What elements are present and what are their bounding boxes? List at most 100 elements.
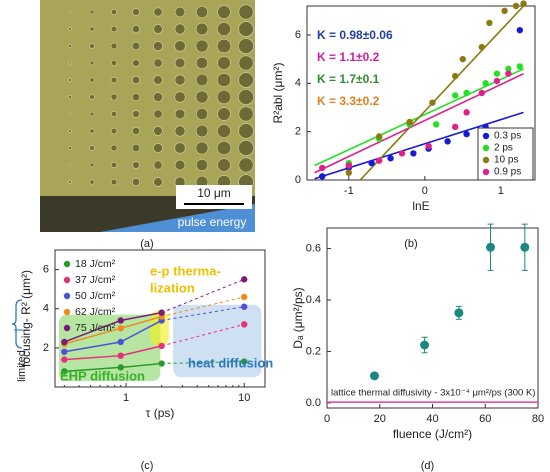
spot	[110, 25, 118, 33]
spot	[68, 112, 72, 116]
panel-label: (d)	[421, 460, 434, 472]
data-point	[512, 2, 520, 10]
spot	[174, 125, 186, 137]
line-segment	[161, 296, 245, 318]
line-segment	[161, 361, 245, 365]
spot	[153, 92, 163, 102]
data-point	[61, 338, 68, 346]
annotation: e-p therma-	[150, 263, 221, 278]
spot	[216, 140, 232, 156]
plot-frame	[326, 227, 539, 409]
data-point	[61, 356, 68, 363]
spot	[153, 126, 163, 136]
spot	[153, 109, 163, 119]
legend-label: 10 ps	[494, 155, 518, 166]
y-tick-label: 0.2	[306, 345, 321, 357]
panel-label: (b)	[404, 238, 417, 250]
spot	[131, 143, 141, 153]
data-point	[319, 173, 326, 180]
data-point	[410, 150, 417, 157]
data-point	[398, 150, 406, 157]
spot	[174, 159, 186, 171]
data-point	[520, 0, 527, 7]
spot	[131, 92, 141, 102]
spot	[89, 128, 95, 134]
spot	[132, 25, 140, 33]
spot	[89, 94, 95, 100]
spot	[196, 108, 209, 121]
line-segment	[120, 345, 162, 357]
y-axis-label: R²abl (μm²)	[271, 63, 285, 124]
spot	[195, 73, 209, 87]
data-point	[117, 325, 124, 332]
data-point	[61, 368, 68, 375]
spot	[132, 161, 140, 169]
spot	[174, 142, 186, 154]
data-point	[493, 77, 501, 85]
annotation: K = 0.98±0.06	[317, 28, 393, 42]
legend-marker	[63, 276, 71, 284]
spot	[111, 59, 118, 66]
legend-label: 75 J/cm²	[75, 322, 116, 334]
spot	[153, 177, 163, 187]
spot	[153, 58, 163, 68]
line-segment	[120, 362, 162, 369]
spot	[238, 106, 254, 122]
x-tick-label: 10	[238, 392, 250, 404]
y-tick-label: 6	[295, 29, 301, 41]
data-point	[387, 155, 394, 162]
data-point	[241, 293, 248, 301]
data-point	[516, 63, 523, 70]
spot	[238, 4, 254, 20]
data-point	[505, 70, 512, 77]
spot	[89, 179, 95, 185]
data-point	[376, 157, 383, 164]
spot	[238, 38, 254, 54]
spot	[217, 5, 231, 19]
y-axis-label: focusing- R² (μm²)	[19, 270, 33, 367]
spot	[131, 41, 141, 51]
legend-marker	[63, 260, 71, 268]
legend-marker	[482, 156, 490, 164]
spot	[89, 43, 95, 49]
data-point	[241, 303, 248, 310]
spot	[89, 145, 95, 151]
spot	[217, 22, 231, 36]
x-axis-label: fluence (J/cm²)	[393, 427, 472, 441]
spot	[217, 158, 231, 172]
spot	[132, 59, 140, 67]
spot	[174, 74, 186, 86]
line-segment	[120, 315, 162, 330]
data-point	[425, 142, 432, 150]
legend-marker	[482, 168, 490, 176]
spot	[195, 124, 209, 138]
spot	[238, 140, 254, 156]
panel-label: (c)	[141, 460, 154, 472]
scale-bar-label: 10 μm	[197, 186, 231, 200]
data-point	[463, 109, 470, 116]
line-segment	[64, 319, 121, 343]
spot	[68, 10, 72, 14]
spot	[216, 89, 232, 105]
spot	[89, 162, 95, 168]
spot	[174, 91, 186, 103]
region	[173, 304, 262, 378]
line-segment	[120, 319, 163, 343]
legend-marker	[482, 144, 490, 152]
legend-label: 0.9 ps	[494, 167, 521, 178]
data-point	[505, 65, 512, 73]
spot	[195, 39, 209, 53]
data-point	[117, 352, 124, 359]
data-point	[452, 72, 459, 80]
line-segment	[161, 323, 245, 347]
spot	[132, 110, 140, 118]
x-tick-label: 60	[479, 413, 491, 425]
plot-frame	[54, 249, 266, 388]
spot	[238, 72, 254, 88]
spot	[132, 8, 140, 16]
spot	[196, 159, 209, 172]
spot	[174, 57, 186, 69]
line-segment	[64, 366, 121, 373]
legend-label: 50 J/cm²	[75, 290, 116, 302]
spot	[68, 163, 72, 167]
